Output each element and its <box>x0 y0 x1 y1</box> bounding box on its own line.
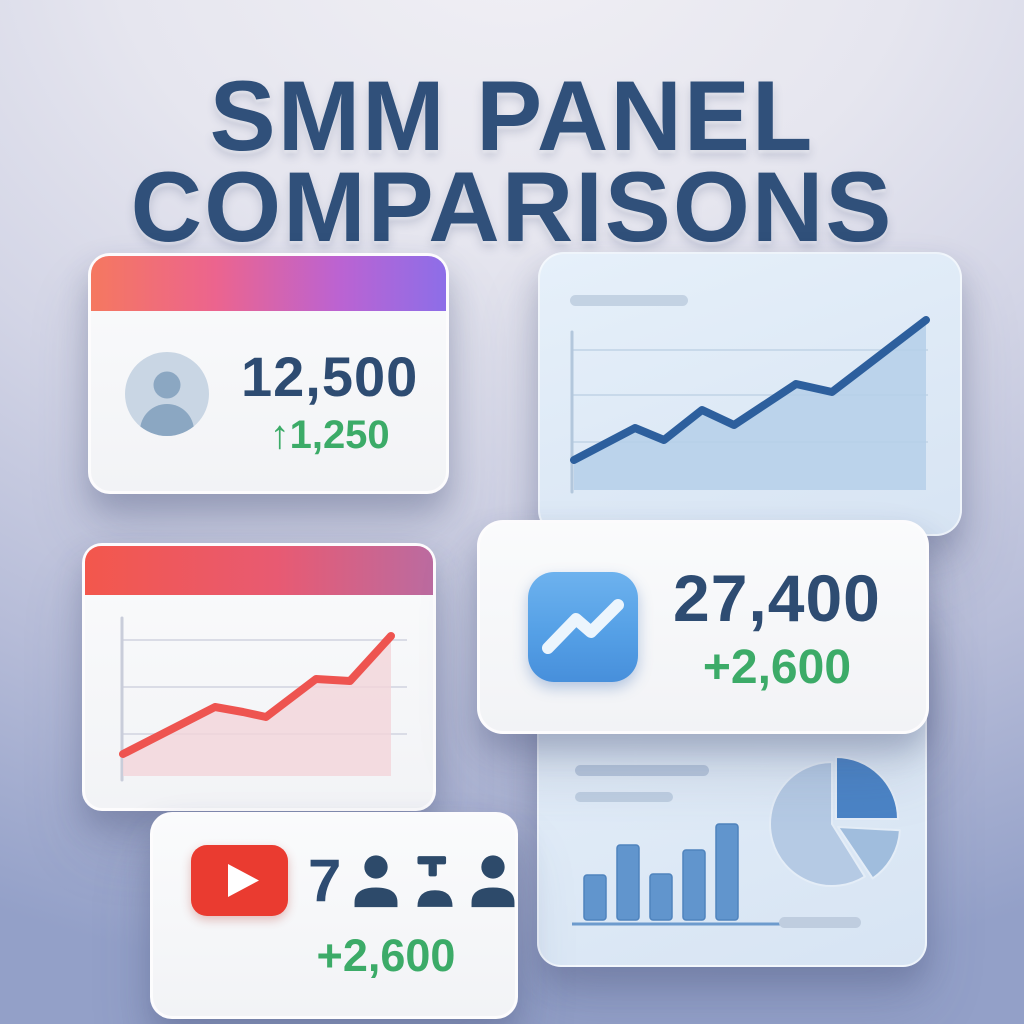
growth-chart-card-red <box>82 543 436 811</box>
reach-value: 27,400 <box>673 560 881 635</box>
youtube-card: 7 +2,600 <box>150 812 518 1019</box>
bar-chart <box>572 822 790 930</box>
growth-chart-card-blue <box>538 252 962 536</box>
red-gradient-header-bar <box>85 546 433 595</box>
reach-delta: +2,600 <box>702 640 852 694</box>
person-icon <box>471 855 515 908</box>
subscriber-count-group: 7 <box>308 847 521 914</box>
followers-value: 12,500 <box>241 345 419 408</box>
followers-stat: 12,500 ↑1,250 <box>241 344 418 458</box>
person-icon <box>354 855 398 908</box>
followers-card-body: 12,500 ↑1,250 <box>91 311 446 491</box>
red-area-chart <box>119 612 425 784</box>
reach-card: 27,400 +2,600 <box>477 520 929 734</box>
reach-stat: 27,400 +2,600 <box>673 560 881 695</box>
followers-card: 12,500 ↑1,250 <box>88 253 449 494</box>
title-line-1: SMM PANEL <box>209 60 815 172</box>
trend-line-icon <box>528 572 638 682</box>
pie-chart <box>762 752 912 902</box>
user-avatar-icon <box>125 352 209 436</box>
youtube-card-body: 7 +2,600 <box>153 815 515 1016</box>
youtube-value: 7 <box>308 847 342 914</box>
person-icon <box>417 856 453 907</box>
youtube-delta: +2,600 <box>316 930 456 981</box>
text-placeholder-bar <box>570 295 688 306</box>
text-placeholder-bar <box>575 765 709 776</box>
reach-card-body: 27,400 +2,600 <box>480 523 926 731</box>
text-placeholder-bar <box>575 792 673 802</box>
blue-area-chart <box>570 310 962 496</box>
title-line-2: COMPARISONS <box>130 151 894 263</box>
followers-delta: ↑1,250 <box>269 413 390 457</box>
text-placeholder-bar <box>779 917 861 928</box>
youtube-stat-row: 7 <box>191 845 515 916</box>
gradient-header-bar <box>91 256 446 311</box>
youtube-play-icon <box>191 845 288 916</box>
page-title: SMM PANEL COMPARISONS <box>0 66 1024 256</box>
